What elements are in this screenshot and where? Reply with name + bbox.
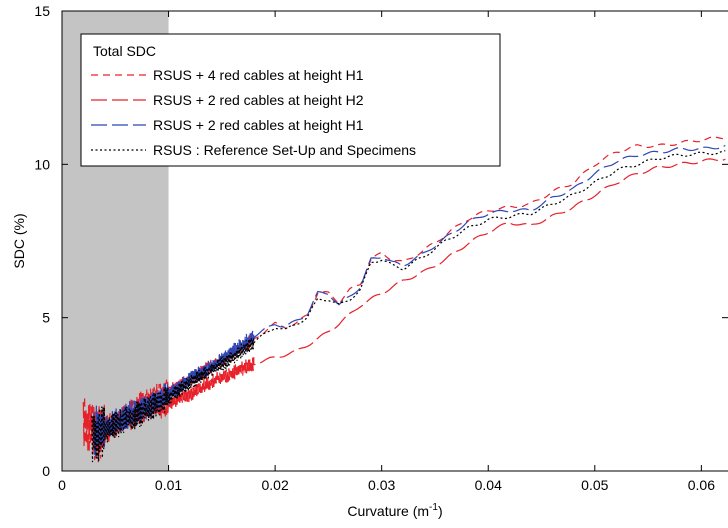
legend-entry: RSUS + 2 red cables at height H2 (153, 92, 364, 108)
legend-box (80, 33, 501, 167)
plot-frame (61, 10, 728, 472)
x-axis-label: Curvature (m-1) (347, 502, 442, 519)
series-line (82, 158, 726, 455)
series-line (93, 136, 726, 463)
legend-entry: RSUS + 4 red cables at height H1 (153, 67, 364, 83)
x-tick-label: 0 (58, 477, 66, 493)
y-tick-label: 10 (34, 156, 50, 172)
series-line (91, 150, 726, 463)
ticks-layer: 0 0.01 0.02 0.03 0.04 0.05 0.06 0 5 10 15 (34, 3, 728, 493)
y-tick-label: 0 (42, 463, 50, 479)
y-tick-label: 15 (34, 3, 50, 19)
x-tick-label: 0.06 (688, 477, 715, 493)
legend-title: Total SDC (93, 43, 156, 59)
x-tick-label: 0.02 (261, 477, 288, 493)
y-axis-label: SDC (%) (11, 213, 27, 268)
x-tick-label: 0.04 (475, 477, 502, 493)
x-tick-label: 0.03 (368, 477, 395, 493)
x-tick-label: 0.05 (581, 477, 608, 493)
series-line (93, 144, 726, 458)
legend-entry: RSUS + 2 red cables at height H1 (153, 117, 364, 133)
y-tick-label: 5 (42, 310, 50, 326)
legend-entry: RSUS : Reference Set-Up and Specimens (153, 142, 416, 158)
x-tick-label: 0.01 (155, 477, 182, 493)
legend: Total SDC RSUS + 4 red cables at height … (80, 33, 501, 167)
series-layer (82, 136, 726, 463)
